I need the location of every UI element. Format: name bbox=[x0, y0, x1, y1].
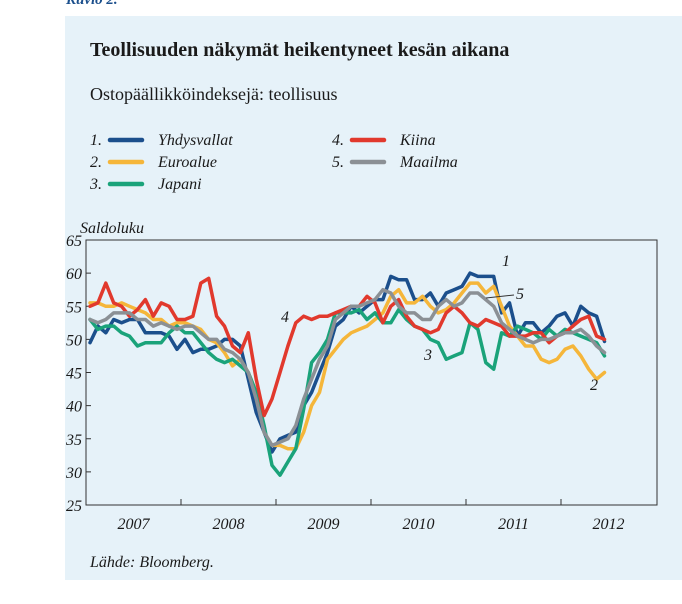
legend-label: Maailma bbox=[399, 154, 458, 171]
legend-label: Yhdysvallat bbox=[158, 132, 233, 149]
series-line bbox=[88, 287, 607, 448]
plot-frame bbox=[85, 239, 658, 506]
y-axis-label: Saldoluku bbox=[80, 220, 144, 237]
legend-number: 1. bbox=[90, 132, 102, 149]
x-tick-label: 2008 bbox=[213, 516, 245, 533]
annotation: 5 bbox=[516, 286, 524, 303]
legend-label: Kiina bbox=[399, 132, 436, 149]
legend-number: 2. bbox=[90, 154, 102, 171]
annotation: 1 bbox=[502, 253, 510, 270]
x-tick-label: 2007 bbox=[118, 516, 151, 533]
x-tick-label: 2011 bbox=[498, 516, 529, 533]
x-tick-label: 2012 bbox=[593, 516, 625, 533]
panel bbox=[65, 16, 682, 580]
y-tick-label: 65 bbox=[66, 233, 82, 250]
annotation-leader bbox=[485, 294, 515, 299]
y-tick-label: 45 bbox=[66, 366, 82, 383]
y-tick-label: 60 bbox=[66, 266, 82, 283]
annotation: 2 bbox=[590, 377, 598, 394]
annotation: 4 bbox=[281, 309, 289, 326]
chart-subtitle: Ostopäällikköindeksejä: teollisuus bbox=[90, 84, 337, 104]
chart-title: Teollisuuden näkymät heikentyneet kesän … bbox=[90, 39, 509, 61]
y-tick-label: 35 bbox=[65, 432, 82, 449]
x-tick-label: 2010 bbox=[403, 516, 435, 533]
y-tick-label: 30 bbox=[65, 465, 82, 482]
legend-label: Japani bbox=[158, 176, 202, 193]
source: Lähde: Bloomberg. bbox=[89, 554, 214, 571]
legend-label: Euroalue bbox=[157, 154, 217, 171]
figure-label: Kuvio 2. bbox=[65, 0, 118, 8]
annotation: 3 bbox=[423, 347, 432, 364]
y-tick-label: 40 bbox=[66, 399, 82, 416]
y-tick-label: 25 bbox=[66, 498, 82, 515]
x-tick-label: 2009 bbox=[308, 516, 340, 533]
y-tick-label: 55 bbox=[66, 299, 82, 316]
legend-number: 4. bbox=[332, 132, 344, 149]
legend-number: 3. bbox=[89, 176, 102, 193]
y-tick-label: 50 bbox=[66, 332, 82, 349]
legend-number: 5. bbox=[332, 154, 344, 171]
